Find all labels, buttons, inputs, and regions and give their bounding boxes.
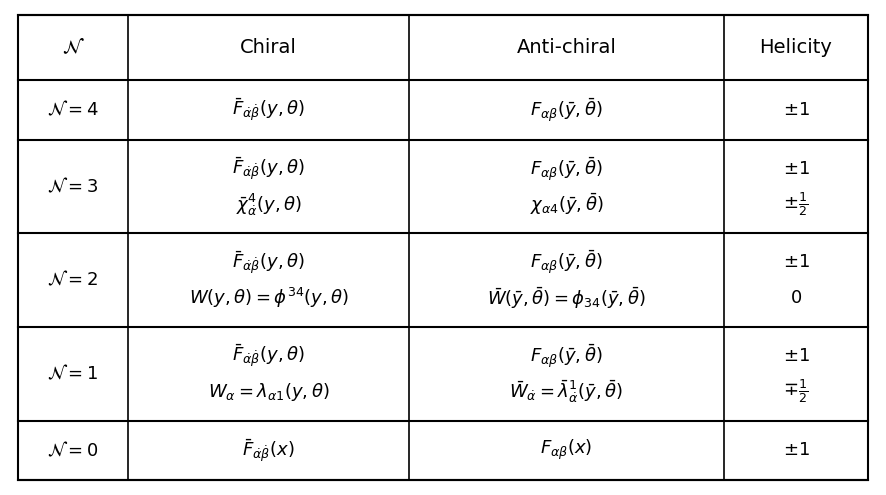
Text: $\pm 1$: $\pm 1$ <box>782 347 810 365</box>
Text: $W(y,\theta)=\phi^{34}(y,\theta)$: $W(y,\theta)=\phi^{34}(y,\theta)$ <box>189 286 348 310</box>
Text: $F_{\alpha\beta}(\bar{y},\bar{\theta})$: $F_{\alpha\beta}(\bar{y},\bar{\theta})$ <box>530 96 602 124</box>
Text: $\pm 1$: $\pm 1$ <box>782 101 810 119</box>
Text: $\bar{F}_{\dot{\alpha}\dot{\beta}}(y,\theta)$: $\bar{F}_{\dot{\alpha}\dot{\beta}}(y,\th… <box>232 249 305 276</box>
Text: $\mp\frac{1}{2}$: $\mp\frac{1}{2}$ <box>783 378 809 405</box>
Text: $\bar{F}_{\dot{\alpha}\dot{\beta}}(y,\theta)$: $\bar{F}_{\dot{\alpha}\dot{\beta}}(y,\th… <box>232 155 305 182</box>
Text: $\chi_{\alpha 4}(\bar{y},\bar{\theta})$: $\chi_{\alpha 4}(\bar{y},\bar{\theta})$ <box>530 192 603 217</box>
Text: $\pm 1$: $\pm 1$ <box>782 253 810 271</box>
Text: Anti-chiral: Anti-chiral <box>517 38 617 57</box>
Text: $\pm\frac{1}{2}$: $\pm\frac{1}{2}$ <box>783 191 809 218</box>
Text: $\mathcal{N}$: $\mathcal{N}$ <box>62 38 84 57</box>
Text: $\bar{F}_{\dot{\alpha}\dot{\beta}}(x)$: $\bar{F}_{\dot{\alpha}\dot{\beta}}(x)$ <box>243 437 295 464</box>
Text: $F_{\alpha\beta}(\bar{y},\bar{\theta})$: $F_{\alpha\beta}(\bar{y},\bar{\theta})$ <box>530 248 602 276</box>
Text: $\bar{F}_{\dot{\alpha}\dot{\beta}}(y,\theta)$: $\bar{F}_{\dot{\alpha}\dot{\beta}}(y,\th… <box>232 343 305 369</box>
Text: $\pm 1$: $\pm 1$ <box>782 442 810 459</box>
Text: $\pm 1$: $\pm 1$ <box>782 160 810 178</box>
Text: $\mathcal{N}=2$: $\mathcal{N}=2$ <box>48 271 98 290</box>
Text: $\mathcal{N}=3$: $\mathcal{N}=3$ <box>47 177 98 196</box>
Text: Helicity: Helicity <box>759 38 833 57</box>
Text: $F_{\alpha\beta}(x)$: $F_{\alpha\beta}(x)$ <box>540 438 593 462</box>
Text: $0$: $0$ <box>790 289 802 307</box>
Text: $\mathcal{N}=1$: $\mathcal{N}=1$ <box>48 364 98 383</box>
Text: $\mathcal{N}=0$: $\mathcal{N}=0$ <box>47 441 98 460</box>
Text: $\bar{\chi}^{4}_{\dot{\alpha}}(y,\theta)$: $\bar{\chi}^{4}_{\dot{\alpha}}(y,\theta)… <box>236 191 301 218</box>
Text: Chiral: Chiral <box>240 38 297 57</box>
Text: $\bar{W}(\bar{y},\bar{\theta})=\phi_{34}(\bar{y},\bar{\theta})$: $\bar{W}(\bar{y},\bar{\theta})=\phi_{34}… <box>487 285 646 311</box>
Text: $F_{\alpha\beta}(\bar{y},\bar{\theta})$: $F_{\alpha\beta}(\bar{y},\bar{\theta})$ <box>530 342 602 370</box>
Text: $\bar{W}_{\dot{\alpha}}=\bar{\lambda}^{1}_{\dot{\alpha}}(\bar{y},\bar{\theta})$: $\bar{W}_{\dot{\alpha}}=\bar{\lambda}^{1… <box>509 378 623 405</box>
Text: $W_{\alpha}=\lambda_{\alpha 1}(y,\theta)$: $W_{\alpha}=\lambda_{\alpha 1}(y,\theta)… <box>208 381 330 402</box>
Text: $\bar{F}_{\dot{\alpha}\dot{\beta}}(y,\theta)$: $\bar{F}_{\dot{\alpha}\dot{\beta}}(y,\th… <box>232 97 305 123</box>
Text: $\mathcal{N}=4$: $\mathcal{N}=4$ <box>47 100 99 119</box>
Text: $F_{\alpha\beta}(\bar{y},\bar{\theta})$: $F_{\alpha\beta}(\bar{y},\bar{\theta})$ <box>530 155 602 183</box>
